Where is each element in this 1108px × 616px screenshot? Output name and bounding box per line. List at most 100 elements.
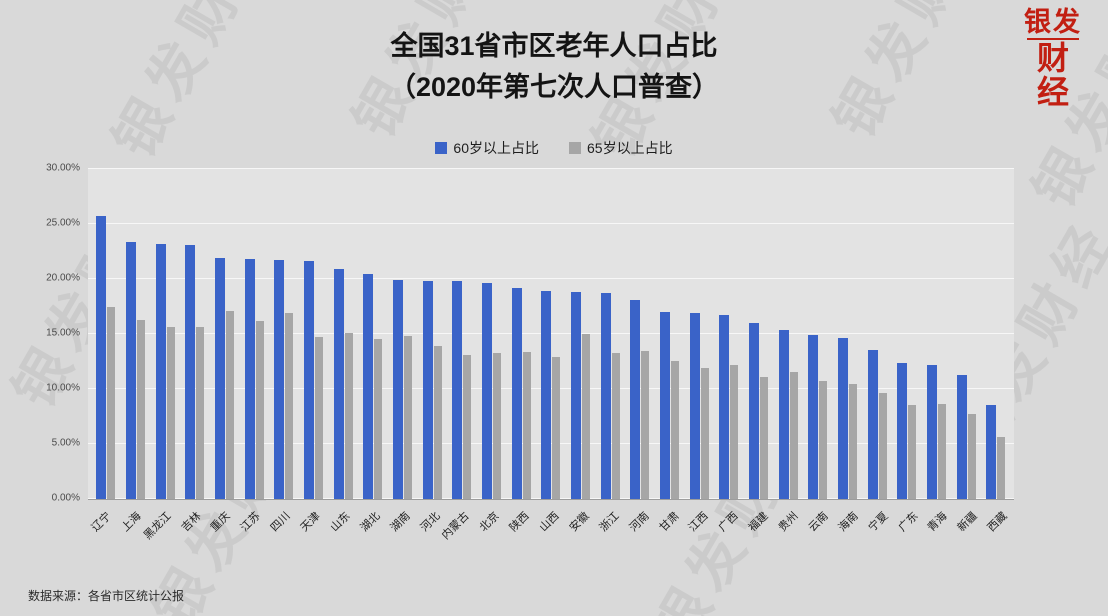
x-tick-cell: 江苏 — [237, 500, 267, 562]
bar-65plus — [849, 384, 858, 499]
x-tick-label: 浙江 — [597, 510, 622, 535]
bar-65plus — [107, 307, 116, 499]
bar-65plus — [611, 353, 620, 499]
x-tick-label: 云南 — [806, 510, 831, 535]
bar-65plus — [552, 357, 561, 499]
x-tick-cell: 山西 — [536, 500, 566, 562]
x-tick-cell: 广东 — [895, 500, 925, 562]
bar-group — [684, 169, 714, 499]
bar-group — [862, 169, 892, 499]
bar-group — [922, 169, 952, 499]
bar-60plus — [482, 283, 493, 499]
y-axis: 30.00% 25.00% 20.00% 15.00% 10.00% 5.00% 0.00% — [24, 163, 80, 504]
bar-group — [210, 169, 240, 499]
bar-group — [892, 169, 922, 499]
x-tick-cell: 内蒙古 — [440, 500, 477, 562]
bar-60plus — [986, 405, 997, 499]
y-tick-label: 0.00% — [51, 492, 80, 504]
bar-group — [951, 169, 981, 499]
bar-65plus — [285, 312, 294, 499]
x-tick-cell: 湖北 — [357, 500, 387, 562]
bar-60plus — [363, 274, 374, 499]
x-tick-cell: 甘肃 — [656, 500, 686, 562]
legend-label-60plus: 60岁以上占比 — [453, 140, 539, 156]
bar-60plus — [541, 290, 552, 499]
bar-60plus — [927, 365, 938, 499]
bar-60plus — [867, 350, 878, 499]
brand-logo-line1: 银发 — [1024, 7, 1082, 37]
bar-65plus — [255, 320, 264, 499]
bar-group — [803, 169, 833, 499]
bar-65plus — [196, 327, 205, 499]
x-tick-label: 江苏 — [238, 510, 263, 535]
bar-group — [714, 169, 744, 499]
bar-60plus — [304, 260, 315, 499]
x-tick-label: 贵州 — [776, 510, 801, 535]
bar-group — [655, 169, 685, 499]
bar-group — [744, 169, 774, 499]
x-tick-cell: 黑龙江 — [141, 500, 178, 562]
bar-60plus — [452, 281, 463, 499]
bar-65plus — [433, 345, 442, 499]
bar-60plus — [749, 323, 760, 499]
x-tick-cell: 新疆 — [954, 500, 984, 562]
bar-65plus — [878, 393, 887, 499]
y-tick-label: 10.00% — [46, 382, 80, 394]
x-tick-cell: 云南 — [805, 500, 835, 562]
bar-60plus — [778, 329, 789, 499]
x-tick-cell: 青海 — [925, 500, 955, 562]
bar-group — [91, 169, 121, 499]
x-tick-label: 广西 — [716, 510, 741, 535]
x-tick-cell: 宁夏 — [865, 500, 895, 562]
x-tick-cell: 河南 — [626, 500, 656, 562]
legend-item-60plus: 60岁以上占比 — [435, 138, 539, 158]
x-tick-cell: 山东 — [327, 500, 357, 562]
bar-60plus — [838, 337, 849, 499]
bar-60plus — [393, 280, 404, 499]
x-tick-cell: 北京 — [476, 500, 506, 562]
bar-60plus — [185, 245, 196, 499]
bar-60plus — [511, 287, 522, 499]
x-tick-label: 广东 — [896, 510, 921, 535]
legend-swatch-65plus — [569, 142, 581, 154]
bar-60plus — [571, 292, 582, 499]
x-tick-cell: 西藏 — [984, 500, 1014, 562]
bar-60plus — [333, 269, 344, 499]
legend-item-65plus: 65岁以上占比 — [569, 138, 673, 158]
bar-65plus — [582, 333, 591, 499]
source-note: 数据来源：各省市区统计公报 — [28, 589, 185, 603]
chart-title: 全国31省市区老年人口占比 （2020年第七次人口普查） — [0, 26, 1108, 107]
bar-group — [269, 169, 299, 499]
bar-65plus — [374, 338, 383, 499]
bar-series-container — [88, 169, 1014, 499]
brand-logo-line2: 财 — [1036, 40, 1069, 77]
plot-area — [88, 168, 1014, 500]
bar-group — [239, 169, 269, 499]
x-tick-cell: 四川 — [267, 500, 297, 562]
bar-65plus — [789, 371, 798, 499]
chart-legend: 60岁以上占比 65岁以上占比 — [0, 138, 1108, 158]
bar-65plus — [404, 336, 413, 499]
x-tick-cell: 安徽 — [566, 500, 596, 562]
bar-65plus — [137, 319, 145, 499]
bar-60plus — [126, 241, 136, 499]
x-tick-label: 宁夏 — [866, 510, 891, 535]
bar-60plus — [155, 243, 166, 499]
x-tick-label: 天津 — [298, 510, 323, 535]
chart-title-line1: 全国31省市区老年人口占比 — [390, 31, 718, 61]
bar-group — [981, 169, 1011, 499]
bar-60plus — [244, 258, 255, 499]
bar-60plus — [600, 293, 611, 499]
x-tick-label: 海南 — [836, 510, 861, 535]
x-axis: 辽宁 上海 黑龙江 吉林 重庆 江苏 四川 天津 山东 湖北 湖南 河北 内蒙古 北京 陕西 山西 安徽 浙江 河南… — [88, 500, 1014, 562]
brand-logo-rule — [1027, 38, 1079, 41]
bar-group — [358, 169, 388, 499]
x-tick-label: 山西 — [537, 510, 562, 535]
bar-65plus — [908, 404, 917, 499]
bar-65plus — [760, 376, 769, 499]
x-tick-cell: 浙江 — [596, 500, 626, 562]
y-tick-label: 15.00% — [46, 327, 80, 339]
legend-label-65plus: 65岁以上占比 — [587, 140, 673, 156]
chart-title-line2: （2020年第七次人口普查） — [388, 71, 720, 102]
